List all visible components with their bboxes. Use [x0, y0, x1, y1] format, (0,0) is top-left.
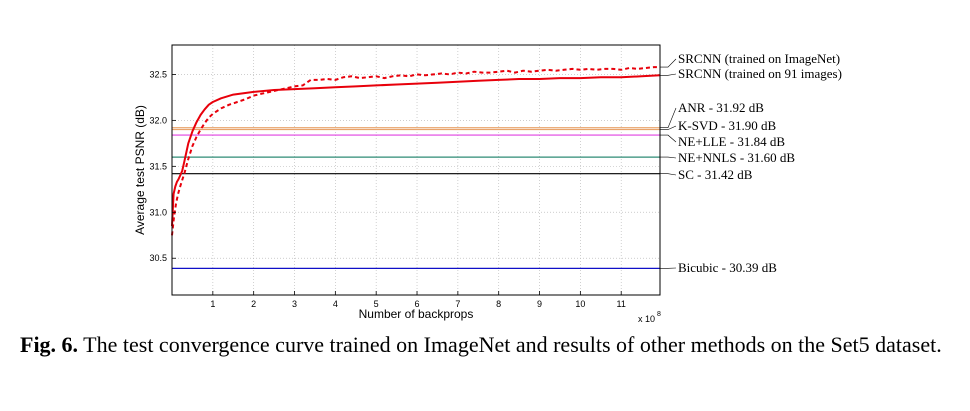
- x-tick-label: 2: [251, 299, 256, 309]
- x-tick-label: 5: [374, 299, 379, 309]
- line-label: SRCNN (trained on ImageNet): [678, 51, 840, 66]
- leader-line: [660, 134, 677, 143]
- y-tick-label: 30.5: [149, 253, 167, 263]
- x-tick-label: 9: [537, 299, 542, 309]
- series-line: [171, 74, 661, 227]
- y-tick-label: 31.5: [149, 161, 167, 171]
- line-label: SC - 31.42 dB: [678, 167, 753, 182]
- y-tick-label: 32.5: [149, 69, 167, 79]
- x-tick-label: 6: [415, 299, 420, 309]
- y-tick-label: 32.0: [149, 115, 167, 125]
- x-tick-label: 4: [333, 299, 338, 309]
- grid: [172, 45, 660, 295]
- line-label: NE+LLE - 31.84 dB: [678, 134, 785, 149]
- x-tick-label: 1: [210, 299, 215, 309]
- line-label: ANR - 31.92 dB: [678, 100, 764, 115]
- x-tick-label: 10: [575, 299, 585, 309]
- reference-lines: [172, 127, 660, 269]
- x-tick-label: 7: [455, 299, 460, 309]
- x-multiplier: x 10 8: [638, 311, 661, 324]
- leader-line: [660, 107, 677, 128]
- x-axis-label: Number of backprops: [359, 307, 474, 321]
- y-axis-label: Average test PSNR (dB): [133, 105, 147, 235]
- series-line: [171, 66, 660, 236]
- svg-text:8: 8: [657, 311, 661, 318]
- line-label: NE+NNLS - 31.60 dB: [678, 150, 795, 165]
- line-label: Bicubic - 30.39 dB: [678, 260, 777, 275]
- leader-line: [660, 125, 677, 130]
- leader-line: [660, 156, 677, 159]
- leader-line: [660, 73, 677, 76]
- plot-frame: [171, 44, 661, 296]
- series-lines: [171, 66, 661, 236]
- leader-line: [660, 173, 677, 176]
- x-tick-label: 3: [292, 299, 297, 309]
- line-labels: SRCNN (trained on ImageNet)SRCNN (traine…: [660, 51, 842, 275]
- line-label: K-SVD - 31.90 dB: [678, 118, 777, 133]
- svg-text:x 10: x 10: [638, 314, 655, 324]
- leader-line: [660, 58, 677, 68]
- line-label: SRCNN (trained on 91 images): [678, 66, 842, 81]
- x-tick-label: 11: [617, 299, 626, 309]
- x-tick-label: 8: [496, 299, 501, 309]
- figure-caption: Fig. 6. The test convergence curve train…: [20, 330, 955, 359]
- axis-ticks: 1 2 3 4 5 6 7 8 9 10 11 30.5 31.0 31.5 32.0 32.5: [149, 69, 625, 309]
- caption-label: Fig. 6.: [20, 332, 79, 357]
- y-tick-label: 31.0: [149, 207, 167, 217]
- caption-text: The test convergence curve trained on Im…: [83, 332, 942, 357]
